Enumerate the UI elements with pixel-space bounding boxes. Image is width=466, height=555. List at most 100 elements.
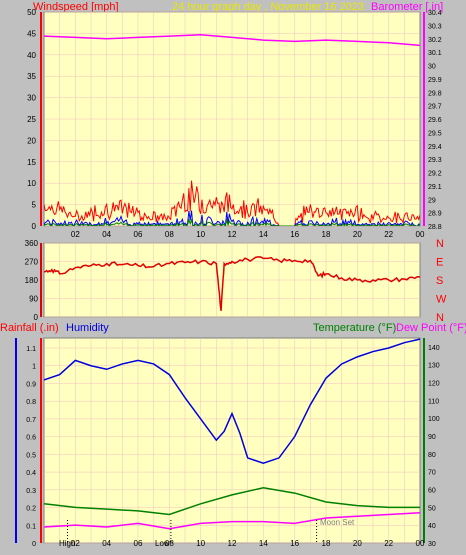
temperature-tick-label: 130 xyxy=(428,363,440,370)
barometer-tick-label: 29.8 xyxy=(428,90,442,97)
bottom-x-tick-label: 22 xyxy=(384,539,393,548)
barometer-tick-label: 29.2 xyxy=(428,171,442,178)
wind-green-series-line xyxy=(44,217,420,226)
windspeed-tick-label: 40 xyxy=(27,51,36,60)
top-x-tick-label: 02 xyxy=(71,230,80,239)
high-marker-label: High xyxy=(59,539,75,548)
top-x-tick-label: 06 xyxy=(134,230,143,239)
top-x-tick-label: 14 xyxy=(259,230,268,239)
windspeed-tick-label: 0 xyxy=(32,222,37,231)
top-x-tick-label: 04 xyxy=(102,230,111,239)
rainfall-humidity-tick-label: 1 xyxy=(32,364,36,371)
compass-tick-label: N xyxy=(436,312,444,324)
temperature-tick-label: 120 xyxy=(428,381,440,388)
temperature-tick-label: 60 xyxy=(428,488,436,495)
top-x-tick-label: 00 xyxy=(416,230,425,239)
compass-tick-label: N xyxy=(436,238,444,250)
barometer-tick-label: 29.1 xyxy=(428,184,442,191)
barometer-tick-label: 29.9 xyxy=(428,77,442,84)
barometer-tick-label: 28.9 xyxy=(428,211,442,218)
low-marker-label: Low xyxy=(155,539,170,548)
temperature-tick-label: 30 xyxy=(428,541,436,548)
barometer-tick-label: 29.4 xyxy=(428,144,442,151)
barometer-series-line xyxy=(44,33,420,47)
barometer-tick-label: 29 xyxy=(428,197,436,204)
windspeed-tick-label: 10 xyxy=(27,179,36,188)
chart-title: 24 hour graph day , November 16 2023 xyxy=(172,1,364,13)
bottom-x-tick-label: 00 xyxy=(416,539,425,548)
top-x-tick-label: 12 xyxy=(228,230,237,239)
barometer-axis-label: Barometer [.in] xyxy=(371,1,443,13)
barometer-tick-label: 30.2 xyxy=(428,37,442,44)
barometer-tick-label: 29.5 xyxy=(428,130,442,137)
windspeed-tick-label: 35 xyxy=(27,72,36,81)
moon-set-marker-label: Moon Set xyxy=(320,518,355,527)
temperature-axis-label: Temperature (°F) xyxy=(313,322,396,334)
windspeed-tick-label: 15 xyxy=(27,158,36,167)
direction-tick-label: 0 xyxy=(34,313,39,322)
bottom-x-tick-label: 14 xyxy=(259,539,268,548)
rainfall-humidity-tick-label: 0 xyxy=(32,541,36,548)
windspeed-tick-label: 25 xyxy=(27,115,36,124)
temperature-tick-label: 90 xyxy=(428,434,436,441)
barometer-tick-label: 29.7 xyxy=(428,104,442,111)
bottom-x-tick-label: 10 xyxy=(196,539,205,548)
dew-point-axis-label: Dew Point (°F) xyxy=(396,322,466,334)
temperature-series-line xyxy=(44,486,420,516)
windspeed-tick-label: 45 xyxy=(27,29,36,38)
rainfall-humidity-tick-label: 0.3 xyxy=(26,488,36,495)
top-x-tick-label: 22 xyxy=(384,230,393,239)
humidity-series-line xyxy=(44,338,420,465)
direction-tick-label: 270 xyxy=(25,258,39,267)
direction-tick-label: 360 xyxy=(25,239,39,248)
rainfall-humidity-tick-label: 1.1 xyxy=(26,346,36,353)
rainfall-humidity-tick-label: 0.9 xyxy=(26,381,36,388)
bottom-x-tick-label: 08 xyxy=(165,539,174,548)
bottom-x-tick-label: 18 xyxy=(322,539,331,548)
top-x-tick-label: 16 xyxy=(290,230,299,239)
barometer-tick-label: 30.1 xyxy=(428,50,442,57)
compass-tick-label: W xyxy=(436,294,447,306)
compass-tick-label: S xyxy=(436,275,443,287)
rainfall-humidity-tick-label: 0.7 xyxy=(26,417,36,424)
humidity-axis-label: Humidity xyxy=(66,322,109,334)
direction-tick-label: 180 xyxy=(25,276,39,285)
rainfall-humidity-tick-label: 0.2 xyxy=(26,506,36,513)
dew-point-series-line xyxy=(44,511,420,530)
windspeed-tick-label: 20 xyxy=(27,136,36,145)
temperature-tick-label: 100 xyxy=(428,416,440,423)
windspeed-tick-label: 50 xyxy=(27,8,36,17)
windspeed-tick-label: 5 xyxy=(32,201,37,210)
rainfall-humidity-tick-label: 0.6 xyxy=(26,435,36,442)
temperature-tick-label: 80 xyxy=(428,452,436,459)
bottom-x-tick-label: 12 xyxy=(228,539,237,548)
compass-tick-label: E xyxy=(436,257,443,269)
barometer-tick-label: 30.3 xyxy=(428,23,442,30)
top-x-tick-label: 18 xyxy=(322,230,331,239)
rainfall-humidity-tick-label: 0.4 xyxy=(26,470,36,477)
top-x-tick-label: 10 xyxy=(196,230,205,239)
temperature-tick-label: 70 xyxy=(428,470,436,477)
barometer-tick-label: 30 xyxy=(428,64,436,71)
barometer-tick-label: 29.6 xyxy=(428,117,442,124)
bottom-x-tick-label: 04 xyxy=(102,539,111,548)
top-x-tick-label: 20 xyxy=(353,230,362,239)
temperature-tick-label: 110 xyxy=(428,398,439,405)
direction-tick-label: 90 xyxy=(29,295,38,304)
temperature-tick-label: 140 xyxy=(428,345,440,352)
wind-blue-series-line xyxy=(44,210,420,226)
barometer-tick-label: 28.8 xyxy=(428,224,442,231)
rainfall-humidity-tick-label: 0.8 xyxy=(26,399,36,406)
windspeed-axis-label: Windspeed [mph] xyxy=(33,1,119,13)
rainfall-humidity-tick-label: 0.1 xyxy=(26,523,36,530)
rainfall-axis-label: Rainfall (.in) xyxy=(0,322,59,334)
temperature-tick-label: 50 xyxy=(428,505,436,512)
barometer-tick-label: 29.3 xyxy=(428,157,442,164)
bottom-x-tick-label: 06 xyxy=(134,539,143,548)
temperature-tick-label: 40 xyxy=(428,523,436,530)
bottom-x-tick-label: 16 xyxy=(290,539,299,548)
windspeed-tick-label: 30 xyxy=(27,94,36,103)
bottom-x-tick-label: 02 xyxy=(71,539,80,548)
wind-direction-series-line xyxy=(44,256,420,311)
